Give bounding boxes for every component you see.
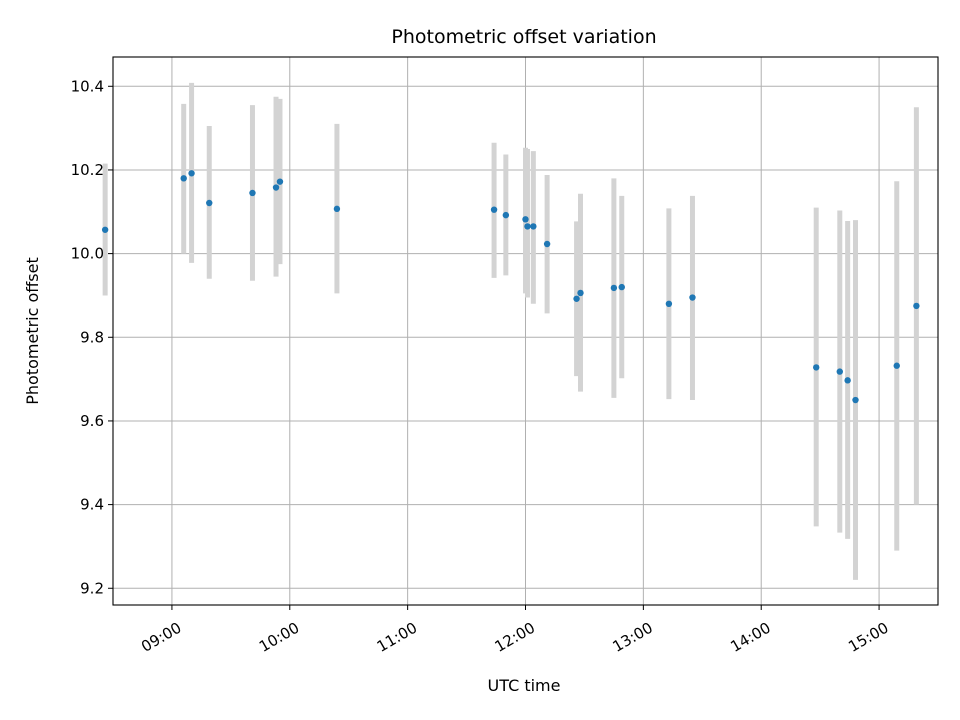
x-tick-label: 15:00	[845, 619, 891, 656]
data-point	[913, 302, 920, 310]
x-tick-label: 13:00	[610, 619, 656, 656]
data-point	[206, 199, 213, 207]
data-point	[893, 362, 900, 369]
data-point	[490, 206, 498, 213]
data-point	[522, 216, 529, 223]
x-axis-ticks: 09:00 10:00 11:00 12:00 13:00 14:00 15:00	[138, 605, 892, 656]
data-points	[101, 170, 920, 404]
y-tick-label: 9.6	[80, 412, 104, 430]
y-tick-label: 10.4	[71, 77, 104, 95]
data-point	[333, 205, 341, 213]
data-point	[188, 170, 195, 177]
error-bars	[102, 82, 919, 580]
data-point	[530, 223, 537, 230]
y-tick-label: 10.2	[71, 161, 104, 179]
x-axis-label: UTC time	[488, 676, 561, 695]
data-point	[543, 240, 551, 248]
data-point	[577, 289, 584, 297]
data-point	[836, 368, 843, 375]
data-point	[272, 184, 280, 191]
x-tick-label: 12:00	[492, 619, 538, 656]
data-point	[689, 294, 696, 301]
data-point	[276, 178, 284, 185]
data-point	[101, 226, 109, 233]
data-point	[844, 377, 851, 384]
y-tick-label: 10.0	[71, 245, 104, 263]
y-tick-label: 9.8	[80, 328, 104, 346]
y-tick-label: 9.2	[80, 579, 104, 597]
x-tick-label: 14:00	[727, 619, 773, 656]
data-point	[180, 175, 187, 182]
x-tick-label: 09:00	[138, 619, 184, 656]
y-axis-label: Photometric offset	[23, 257, 42, 405]
data-point	[665, 300, 673, 308]
data-point	[573, 295, 580, 302]
data-point	[524, 223, 531, 230]
data-point	[502, 211, 510, 219]
x-tick-label: 11:00	[374, 619, 420, 656]
x-tick-label: 10:00	[256, 619, 302, 656]
y-tick-label: 9.4	[80, 496, 104, 514]
chart-title: Photometric offset variation	[391, 26, 656, 48]
data-point	[813, 364, 820, 371]
data-point	[610, 284, 618, 292]
y-axis-ticks: 9.2 9.4 9.6 9.8 10.0 10.2 10.4	[71, 77, 113, 597]
data-point	[249, 189, 256, 197]
data-point	[852, 396, 859, 404]
data-point	[618, 283, 625, 291]
